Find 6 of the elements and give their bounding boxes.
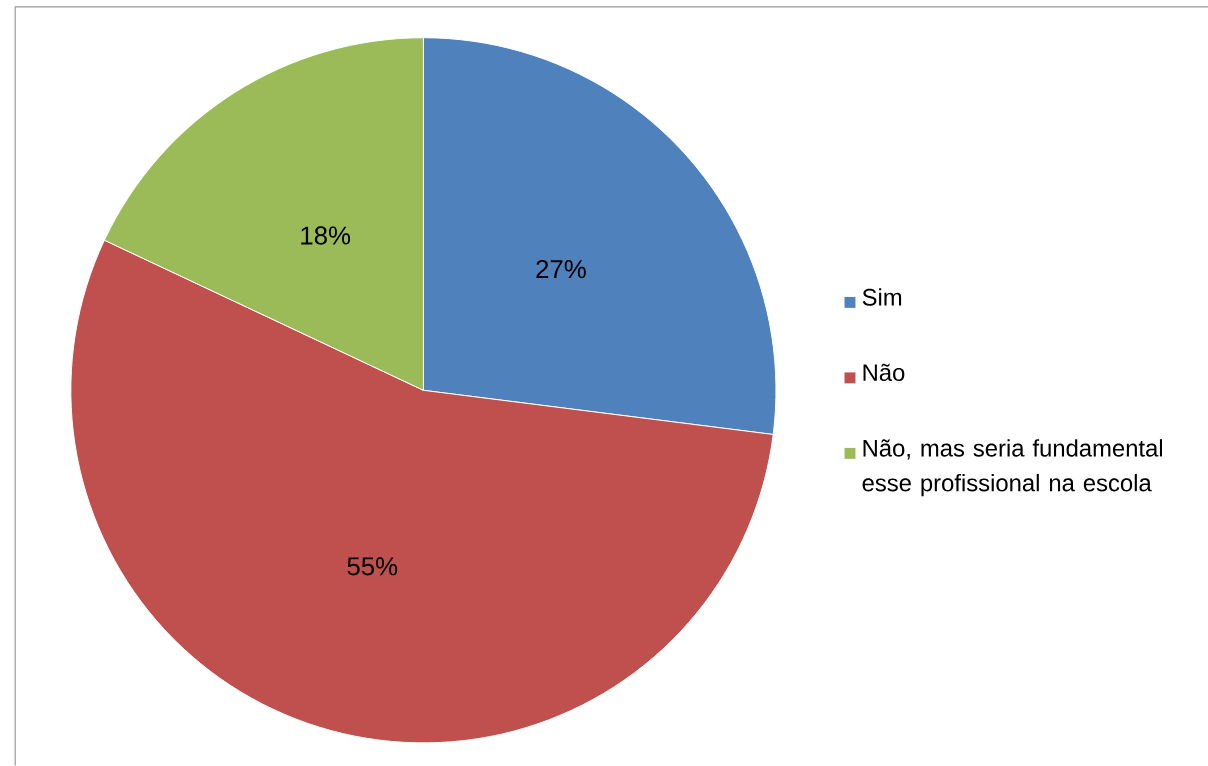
data-label: 55% <box>347 557 398 576</box>
legend-label: Sim <box>862 288 902 306</box>
legend-label: Não, mas seria fundamental esse profissional na escola <box>862 439 1163 497</box>
legend-label: Não <box>863 363 905 382</box>
data-label: 18% <box>301 226 351 245</box>
data-label: 27% <box>536 260 586 279</box>
